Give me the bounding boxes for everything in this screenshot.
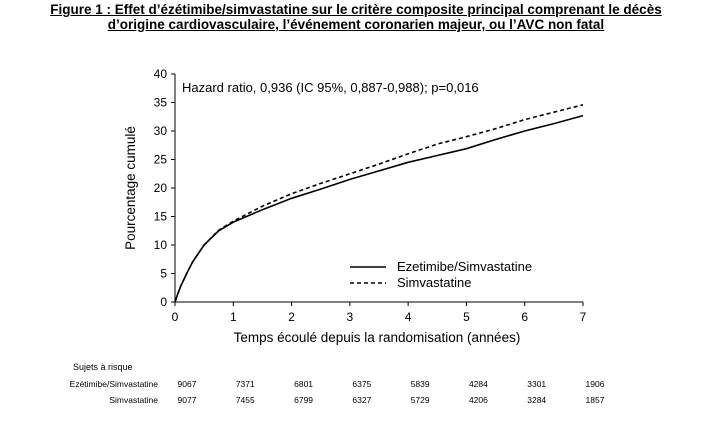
- at-risk-value: 6801: [294, 379, 313, 389]
- y-tick-label: 0: [160, 295, 167, 309]
- y-tick-label: 20: [154, 181, 168, 195]
- at-risk-value: 1906: [586, 379, 605, 389]
- series-line-2: [174, 104, 584, 303]
- axes: 0 5 10 15 20 25 30 35 40 0 1 2 3 4 5 6 7 Temps écoulé dep…: [123, 67, 587, 345]
- at-risk-row-label: Simvastatine: [109, 395, 158, 405]
- at-risk-value: 9067: [178, 379, 197, 389]
- legend-label-2: Simvastatine: [397, 275, 471, 290]
- at-risk-value: 6327: [352, 395, 371, 405]
- legend-label-1: Ezetimibe/Simvastatine: [397, 259, 532, 274]
- y-axis-label: Pourcentage cumulé: [123, 126, 138, 250]
- x-axis-label: Temps écoulé depuis la randomisation (an…: [234, 330, 521, 345]
- at-risk-value: 6799: [294, 395, 313, 405]
- x-tick-label: 6: [521, 310, 528, 324]
- x-tick-label: 1: [230, 310, 237, 324]
- series-group: [174, 104, 584, 303]
- hazard-ratio-annotation: Hazard ratio, 0,936 (IC 95%, 0,887-0,988…: [182, 80, 479, 95]
- y-tick-label: 10: [154, 238, 168, 252]
- x-tick-label: 5: [463, 310, 470, 324]
- y-tick-label: 25: [154, 153, 168, 167]
- x-tick-label: 4: [405, 310, 412, 324]
- y-tick-label: 40: [154, 67, 168, 81]
- at-risk-value: 5729: [411, 395, 430, 405]
- y-tick-label: 15: [154, 210, 168, 224]
- figure-title: Figure 1 : Effet d’ézétimibe/simvastatin…: [0, 2, 712, 32]
- at-risk-value: 4284: [469, 379, 488, 389]
- y-tick-label: 30: [154, 124, 168, 138]
- at-risk-title: Sujets à risque: [73, 362, 133, 372]
- at-risk-value: 3284: [527, 395, 546, 405]
- y-tick-label: 5: [160, 267, 167, 281]
- at-risk-value: 4206: [469, 395, 488, 405]
- at-risk-value: 5839: [411, 379, 430, 389]
- figure-title-line-1: Figure 1 : Effet d’ézétimibe/simvastatin…: [50, 2, 662, 17]
- at-risk-table: Sujets à risque Ezétimibe/Simvastatine 906…: [70, 362, 605, 405]
- at-risk-value: 1857: [586, 395, 605, 405]
- at-risk-value: 6375: [352, 379, 371, 389]
- series-line-1: [174, 114, 584, 303]
- figure-title-line-2: d’origine cardiovasculaire, l’événement …: [107, 17, 605, 32]
- at-risk-value: 7455: [236, 395, 255, 405]
- x-tick-label: 7: [580, 310, 587, 324]
- x-tick-label: 2: [288, 310, 295, 324]
- y-tick-label: 35: [154, 96, 168, 110]
- at-risk-value: 9077: [178, 395, 197, 405]
- x-tick-label: 3: [347, 310, 354, 324]
- x-tick-label: 0: [172, 310, 179, 324]
- at-risk-value: 7371: [236, 379, 255, 389]
- at-risk-value: 3301: [527, 379, 546, 389]
- at-risk-row-label: Ezétimibe/Simvastatine: [70, 379, 159, 389]
